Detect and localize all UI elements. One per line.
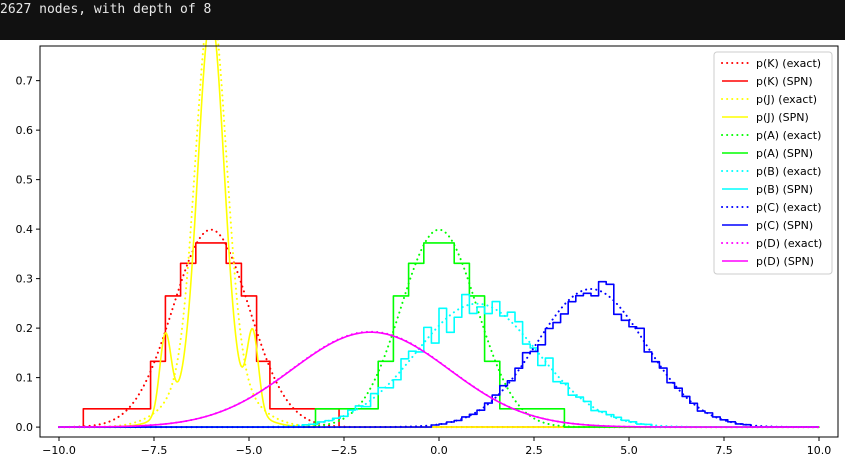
legend-label: p(C) (exact) (756, 201, 822, 214)
console-output-line: 2627 nodes, with depth of 8 (0, 2, 212, 17)
x-tick-label: −2.5 (331, 444, 358, 457)
legend-label: p(J) (exact) (756, 93, 817, 106)
y-tick-label: 0.2 (16, 322, 34, 335)
x-tick-label: 2.5 (525, 444, 543, 457)
x-tick-label: −10.0 (42, 444, 76, 457)
legend-label: p(A) (SPN) (756, 147, 813, 160)
legend-label: p(K) (exact) (756, 57, 821, 70)
y-tick-label: 0.4 (16, 223, 34, 236)
series-line-p-b-spn (59, 293, 819, 428)
legend-label: p(J) (SPN) (756, 111, 809, 124)
density-chart: −10.0 −7.5 −5.0 −2.5 0.0 2.5 5.0 7.5 10.0 0.0 0.1 0… (16, 40, 839, 457)
x-tick-label: −7.5 (141, 444, 168, 457)
x-tick-label: 10.0 (807, 444, 832, 457)
series-line-p-c-spn (59, 280, 819, 428)
y-tick-label: 0.5 (16, 174, 34, 187)
series-line-p-d-spn (59, 331, 819, 428)
y-tick-label: 0.0 (16, 421, 34, 434)
y-tick-label: 0.3 (16, 273, 34, 286)
series-line-p-j-spn (59, 40, 819, 428)
y-tick-label: 0.7 (16, 75, 34, 88)
x-tick-label: −5.0 (236, 444, 263, 457)
legend-label: p(K) (SPN) (756, 75, 813, 88)
legend-label: p(A) (exact) (756, 129, 821, 142)
legend-label: p(D) (exact) (756, 237, 822, 250)
x-tick-label: 7.5 (715, 444, 733, 457)
y-tick-label: 0.1 (16, 372, 34, 385)
console-output-area: 2627 nodes, with depth of 8 (0, 0, 845, 40)
legend-label: p(D) (SPN) (756, 255, 814, 268)
plot-area: −10.0 −7.5 −5.0 −2.5 0.0 2.5 5.0 7.5 10.0 0.0 0.1 0… (0, 40, 845, 469)
axes-layer: −10.0 −7.5 −5.0 −2.5 0.0 2.5 5.0 7.5 10.0 0.0 0.1 0… (16, 45, 839, 457)
x-tick-label: 0.0 (430, 444, 448, 457)
y-tick-label: 0.6 (16, 124, 34, 137)
series-layer (58, 40, 820, 429)
x-tick-label: 5.0 (620, 444, 638, 457)
legend-label: p(C) (SPN) (756, 219, 813, 232)
legend-box (713, 51, 833, 275)
legend-label: p(B) (exact) (756, 165, 821, 178)
legend-label: p(B) (SPN) (756, 183, 813, 196)
legend: p(K) (exact) p(K) (SPN) p(J) (exact) p(J) (… (713, 51, 833, 275)
